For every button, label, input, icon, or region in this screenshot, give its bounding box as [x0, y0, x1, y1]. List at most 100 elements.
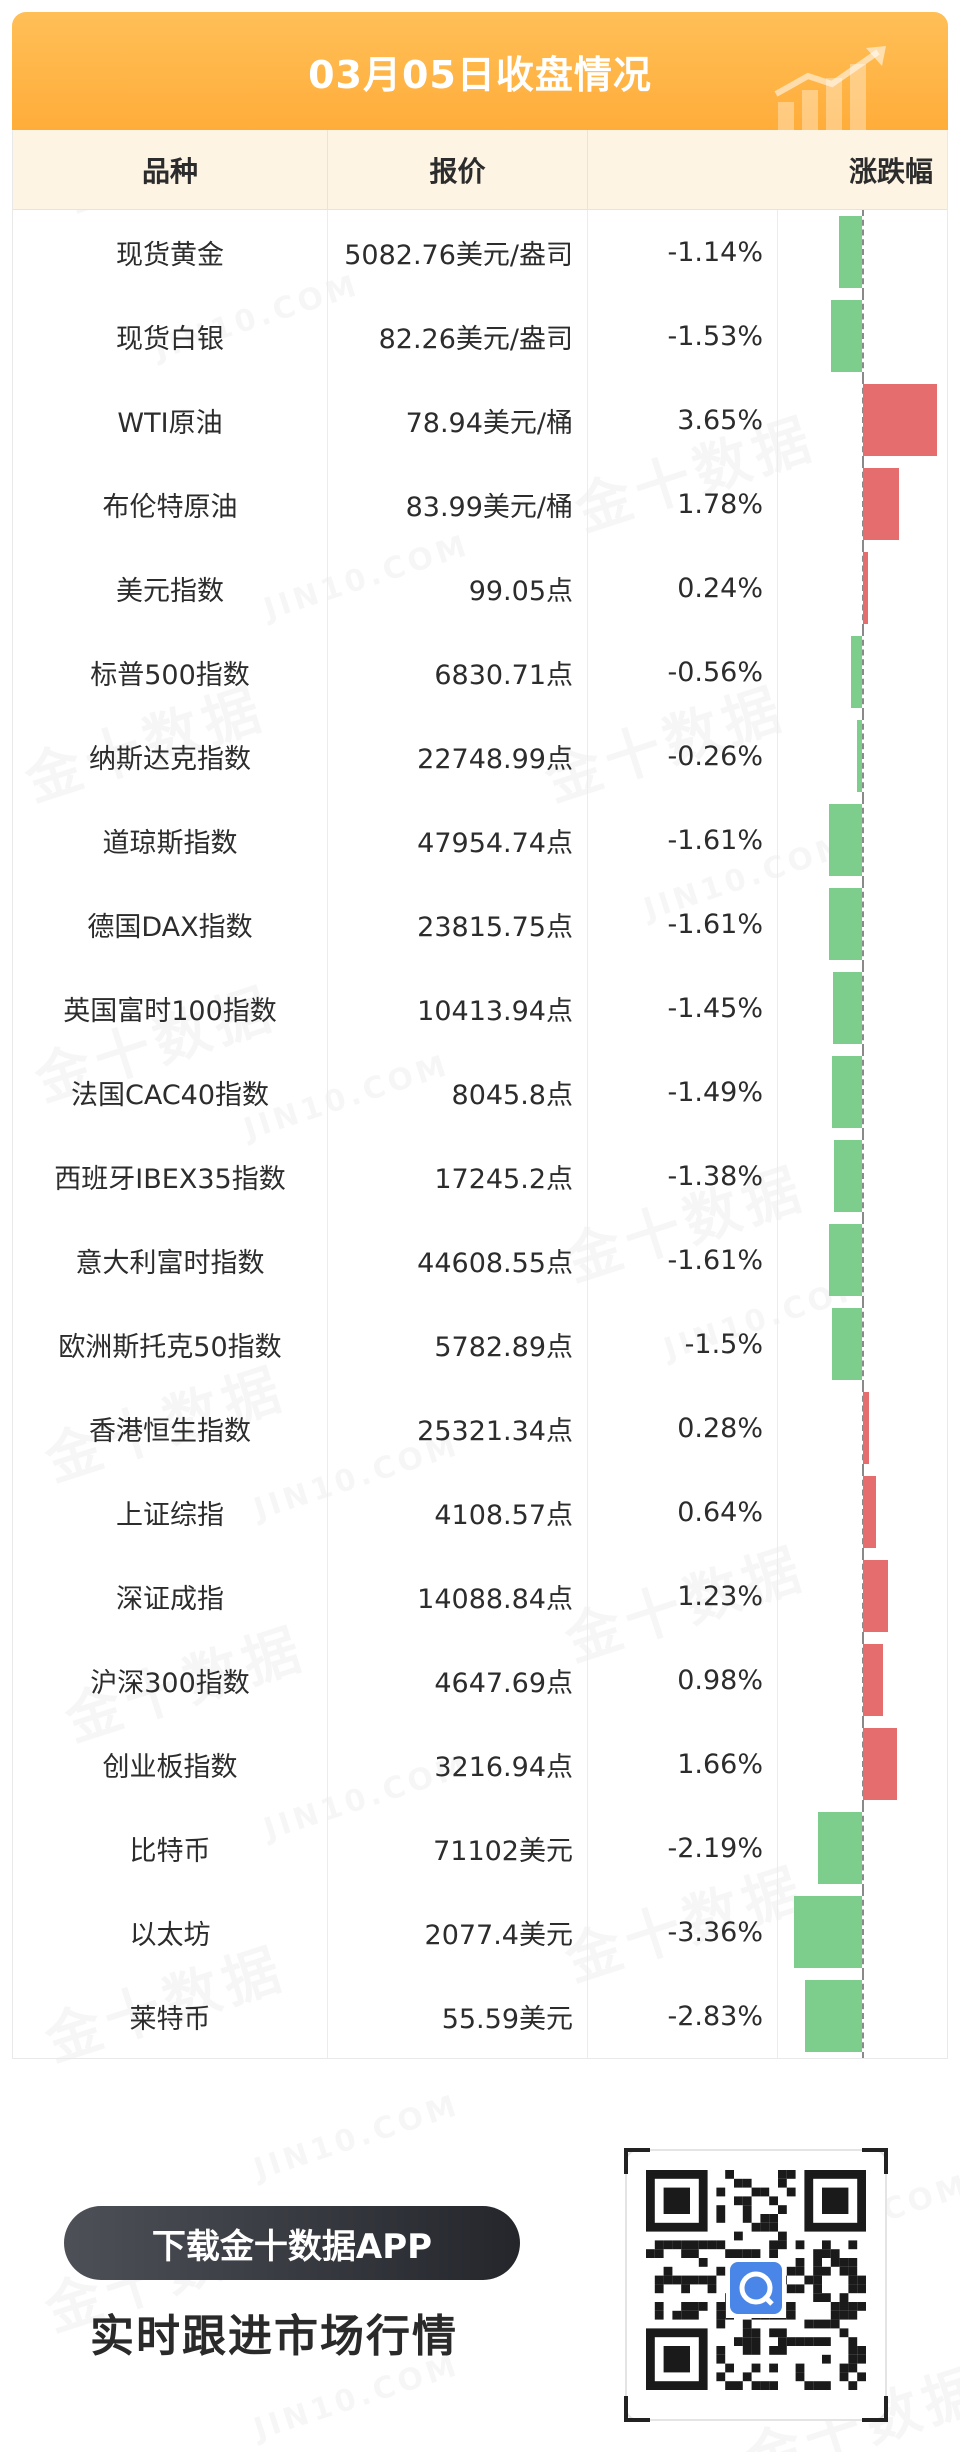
- table-row: 标普500指数 6830.71点 -0.56%: [13, 630, 947, 714]
- row-change: 1.23%: [588, 1554, 778, 1638]
- row-name: 布伦特原油: [13, 462, 328, 546]
- row-price: 6830.71点: [328, 630, 588, 714]
- table-row: 现货白银 82.26美元/盎司 -1.53%: [13, 294, 947, 378]
- row-bar-cell: [778, 1638, 947, 1722]
- row-bar-cell: [778, 966, 947, 1050]
- zero-axis-line: [862, 1806, 864, 1890]
- row-change: -1.14%: [588, 210, 778, 294]
- table-body: 现货黄金 5082.76美元/盎司 -1.14% 现货白银 82.26美元/盎司 -1.5…: [13, 210, 947, 2058]
- row-name: 西班牙IBEX35指数: [13, 1134, 328, 1218]
- row-bar-cell: [778, 1806, 947, 1890]
- title-bar: 03月05日收盘情况: [12, 12, 948, 130]
- zero-axis-line: [862, 630, 864, 714]
- row-change: -1.61%: [588, 798, 778, 882]
- table-row: 比特币 71102美元 -2.19%: [13, 1806, 947, 1890]
- row-price: 5082.76美元/盎司: [328, 210, 588, 294]
- change-bar: [863, 1560, 888, 1632]
- row-change: -1.45%: [588, 966, 778, 1050]
- row-price: 5782.89点: [328, 1302, 588, 1386]
- row-price: 99.05点: [328, 546, 588, 630]
- zero-axis-line: [862, 1302, 864, 1386]
- row-change: -0.26%: [588, 714, 778, 798]
- row-price: 10413.94点: [328, 966, 588, 1050]
- row-price: 4647.69点: [328, 1638, 588, 1722]
- row-price: 44608.55点: [328, 1218, 588, 1302]
- table-header: 品种 报价 涨跌幅: [13, 130, 947, 210]
- change-bar: [863, 1728, 897, 1800]
- change-bar: [831, 300, 862, 372]
- row-change: -2.19%: [588, 1806, 778, 1890]
- row-name: 现货黄金: [13, 210, 328, 294]
- row-change: 0.24%: [588, 546, 778, 630]
- change-bar: [817, 1812, 862, 1884]
- row-change: -1.53%: [588, 294, 778, 378]
- table-row: 莱特币 55.59美元 -2.83%: [13, 1974, 947, 2058]
- zero-axis-line: [862, 798, 864, 882]
- row-name: 莱特币: [13, 1974, 328, 2058]
- change-bar: [838, 216, 862, 288]
- row-bar-cell: [778, 1554, 947, 1638]
- row-price: 3216.94点: [328, 1722, 588, 1806]
- row-price: 14088.84点: [328, 1554, 588, 1638]
- promo-tagline: 实时跟进市场行情: [90, 2311, 458, 2362]
- row-change: 1.66%: [588, 1722, 778, 1806]
- table-row: 深证成指 14088.84点 1.23%: [13, 1554, 947, 1638]
- zero-axis-line: [862, 1050, 864, 1134]
- table-row: 意大利富时指数 44608.55点 -1.61%: [13, 1218, 947, 1302]
- row-bar-cell: [778, 1722, 947, 1806]
- qr-code[interactable]: [620, 2144, 892, 2426]
- change-bar: [794, 1896, 862, 1968]
- table-row: 布伦特原油 83.99美元/桶 1.78%: [13, 462, 947, 546]
- row-change: -1.61%: [588, 882, 778, 966]
- col-header-change: 涨跌幅: [848, 154, 933, 188]
- row-price: 2077.4美元: [328, 1890, 588, 1974]
- rising-chart-icon: [774, 46, 886, 130]
- row-price: 71102美元: [328, 1806, 588, 1890]
- row-name: 沪深300指数: [13, 1638, 328, 1722]
- row-name: 上证综指: [13, 1470, 328, 1554]
- row-change: -1.38%: [588, 1134, 778, 1218]
- row-bar-cell: [778, 1890, 947, 1974]
- row-name: 德国DAX指数: [13, 882, 328, 966]
- change-bar: [829, 888, 862, 960]
- row-bar-cell: [778, 1302, 947, 1386]
- table-row: 法国CAC40指数 8045.8点 -1.49%: [13, 1050, 947, 1134]
- change-bar: [804, 1980, 862, 2052]
- row-name: 以太坊: [13, 1890, 328, 1974]
- col-header-name: 品种: [13, 130, 328, 209]
- row-change: -1.61%: [588, 1218, 778, 1302]
- row-bar-cell: [778, 1050, 947, 1134]
- row-name: 法国CAC40指数: [13, 1050, 328, 1134]
- change-bar: [856, 720, 862, 792]
- row-name: 现货白银: [13, 294, 328, 378]
- row-name: 英国富时100指数: [13, 966, 328, 1050]
- table-row: 西班牙IBEX35指数 17245.2点 -1.38%: [13, 1134, 947, 1218]
- table-row: 现货黄金 5082.76美元/盎司 -1.14%: [13, 210, 947, 294]
- table-row: 创业板指数 3216.94点 1.66%: [13, 1722, 947, 1806]
- table-row: 沪深300指数 4647.69点 0.98%: [13, 1638, 947, 1722]
- change-bar: [863, 384, 937, 456]
- row-name: 道琼斯指数: [13, 798, 328, 882]
- row-name: WTI原油: [13, 378, 328, 462]
- row-name: 创业板指数: [13, 1722, 328, 1806]
- row-change: 1.78%: [588, 462, 778, 546]
- row-change: 0.64%: [588, 1470, 778, 1554]
- change-bar: [831, 1056, 862, 1128]
- table-row: 香港恒生指数 25321.34点 0.28%: [13, 1386, 947, 1470]
- table-row: 纳斯达克指数 22748.99点 -0.26%: [13, 714, 947, 798]
- row-change: -1.5%: [588, 1302, 778, 1386]
- row-name: 标普500指数: [13, 630, 328, 714]
- download-app-button[interactable]: 下载金十数据APP: [64, 2206, 520, 2280]
- change-bar: [863, 552, 868, 624]
- watermark-text: JIN10.COM: [250, 2088, 464, 2187]
- row-price: 82.26美元/盎司: [328, 294, 588, 378]
- row-price: 47954.74点: [328, 798, 588, 882]
- row-change: 3.65%: [588, 378, 778, 462]
- row-name: 欧洲斯托克50指数: [13, 1302, 328, 1386]
- zero-axis-line: [862, 882, 864, 966]
- row-bar-cell: [778, 1470, 947, 1554]
- change-bar: [829, 804, 862, 876]
- table-row: 道琼斯指数 47954.74点 -1.61%: [13, 798, 947, 882]
- row-bar-cell: [778, 546, 947, 630]
- change-bar: [863, 1392, 869, 1464]
